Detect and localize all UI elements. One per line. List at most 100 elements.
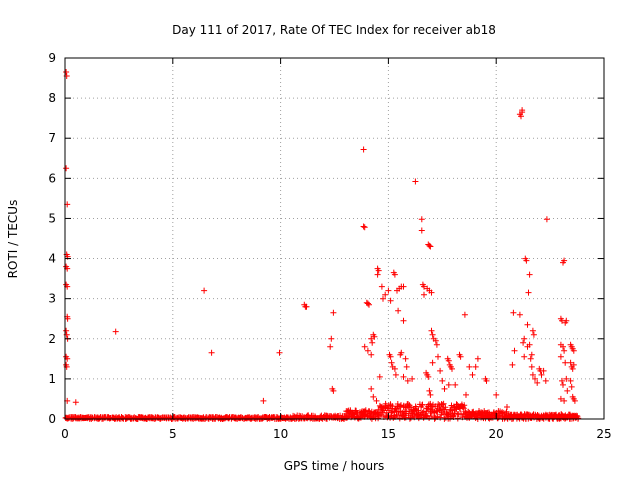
- data-point: [526, 271, 533, 278]
- data-point: [527, 355, 534, 362]
- baseline-point: [362, 407, 369, 414]
- data-point: [561, 257, 568, 264]
- data-point: [538, 371, 545, 378]
- data-point: [534, 379, 541, 386]
- data-point: [521, 335, 528, 342]
- data-point: [521, 353, 528, 360]
- data-point: [364, 300, 371, 307]
- data-point: [529, 327, 536, 334]
- data-point: [427, 243, 434, 250]
- data-point: [432, 337, 439, 344]
- data-point: [560, 381, 566, 388]
- baseline-point: [442, 404, 449, 411]
- data-point: [529, 371, 536, 378]
- data-point: [392, 371, 399, 378]
- data-point: [425, 373, 432, 380]
- data-point: [567, 377, 574, 384]
- data-point: [567, 359, 574, 366]
- data-point: [466, 363, 473, 370]
- data-point: [520, 339, 527, 346]
- x-tick-label: 25: [596, 427, 611, 441]
- data-point: [445, 357, 452, 364]
- data-point: [437, 367, 444, 374]
- data-point: [369, 339, 376, 346]
- x-tick-label: 0: [61, 427, 69, 441]
- data-point: [530, 331, 537, 338]
- baseline-point: [447, 407, 454, 414]
- data-point: [402, 355, 409, 362]
- data-point: [504, 404, 510, 410]
- data-point: [445, 381, 452, 388]
- data-point: [380, 295, 386, 302]
- data-point: [524, 321, 531, 328]
- data-point: [418, 216, 425, 223]
- data-point: [361, 224, 368, 231]
- data-point: [400, 283, 407, 290]
- data-point: [449, 365, 455, 372]
- data-point: [525, 289, 532, 296]
- data-point: [563, 317, 570, 324]
- data-point: [404, 377, 411, 384]
- data-point: [368, 335, 375, 342]
- y-tick-label: 0: [48, 412, 56, 426]
- y-tick-label: 4: [48, 252, 56, 266]
- data-point: [370, 393, 377, 400]
- data-point: [400, 317, 407, 324]
- data-point: [429, 359, 436, 366]
- data-point: [571, 397, 578, 404]
- data-point: [570, 347, 577, 354]
- data-point: [72, 399, 79, 406]
- y-tick-label: 9: [48, 51, 56, 65]
- y-tick-label: 7: [48, 131, 56, 145]
- data-point: [409, 375, 416, 382]
- data-point: [483, 377, 490, 384]
- data-point: [569, 365, 576, 372]
- baseline-point: [439, 401, 446, 408]
- data-point: [330, 309, 337, 316]
- data-point: [64, 315, 71, 322]
- data-point: [559, 377, 565, 384]
- data-point: [562, 359, 569, 366]
- data-point: [542, 377, 549, 384]
- data-point: [427, 391, 434, 398]
- data-point: [361, 343, 368, 350]
- data-point: [421, 283, 427, 290]
- y-tick-label: 1: [48, 372, 56, 386]
- data-point: [373, 397, 380, 404]
- x-tick-label: 20: [489, 427, 504, 441]
- data-point: [564, 387, 571, 394]
- data-point: [400, 373, 407, 380]
- y-tick-label: 3: [48, 292, 56, 306]
- plot-frame: [64, 57, 605, 420]
- x-axis-label: GPS time / hours: [284, 459, 385, 473]
- data-point: [493, 391, 500, 398]
- data-point: [570, 361, 577, 368]
- data-point: [516, 311, 523, 318]
- data-point: [412, 178, 419, 185]
- data-point: [560, 343, 566, 350]
- data-point: [528, 363, 535, 370]
- y-tick-label: 5: [48, 211, 56, 225]
- data-point: [428, 327, 435, 334]
- data-point: [398, 349, 405, 356]
- data-point: [452, 381, 459, 388]
- data-point: [568, 383, 575, 390]
- data-point: [378, 283, 385, 290]
- data-point: [435, 353, 441, 360]
- baseline-point: [419, 402, 426, 408]
- data-point: [428, 289, 435, 296]
- y-tick-label: 8: [48, 91, 56, 105]
- data-point: [403, 363, 410, 370]
- data-point: [366, 301, 372, 308]
- baseline-point: [575, 415, 582, 422]
- data-point: [518, 113, 524, 120]
- baseline-point: [437, 414, 444, 421]
- data-point: [385, 287, 392, 294]
- data-point: [523, 257, 530, 264]
- data-point: [391, 365, 398, 372]
- data-point: [208, 349, 215, 356]
- data-point: [360, 223, 367, 230]
- data-point: [557, 395, 564, 402]
- data-point: [395, 307, 402, 314]
